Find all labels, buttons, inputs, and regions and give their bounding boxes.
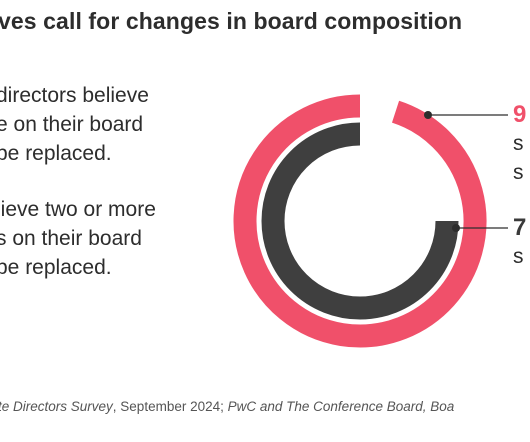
- paragraph-one-line: e on their board: [0, 113, 144, 136]
- outer-callout-leader: [424, 111, 508, 119]
- outer-ring-caption-line: s: [513, 161, 524, 184]
- paragraph-one: directors believe e on their board be re…: [0, 81, 149, 168]
- paragraph-two-line: be replaced.: [0, 256, 112, 279]
- outer-ring-value: 9: [513, 101, 527, 128]
- source-publisher: PwC and The Conference Board, Boa: [227, 399, 455, 414]
- paragraph-two-line: s on their board: [0, 227, 142, 250]
- paragraph-two-line: lieve two or more: [0, 198, 156, 221]
- paragraph-one-line: be replaced.: [0, 142, 112, 165]
- paragraph-two: lieve two or more s on their board be re…: [0, 195, 156, 282]
- outer-ring-arc: [233, 94, 487, 348]
- source-survey-name: te Directors Survey: [0, 399, 113, 414]
- inner-callout-leader: [452, 224, 508, 232]
- source-date: , September 2024;: [112, 399, 228, 414]
- inner-ring-callout: 7 s: [513, 213, 526, 271]
- outer-ring-callout: 9 s s: [513, 100, 526, 187]
- outer-ring-caption-line: s: [513, 132, 524, 155]
- paragraph-one-line: directors believe: [0, 84, 149, 107]
- source-note: te Directors Survey, September 2024; PwC…: [0, 399, 454, 414]
- inner-ring-value: 7: [513, 214, 527, 241]
- inner-ring-arc: [261, 122, 459, 320]
- inner-ring-caption-line: s: [513, 245, 524, 268]
- chart-title: ves call for changes in board compositio…: [0, 8, 463, 34]
